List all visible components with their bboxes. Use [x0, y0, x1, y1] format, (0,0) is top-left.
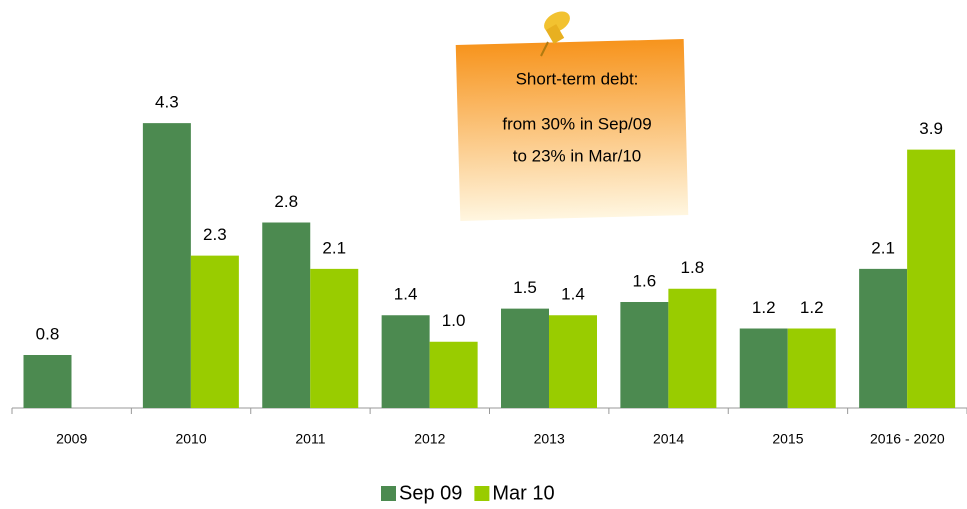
value-label: 2.1: [871, 238, 895, 257]
bar: [501, 308, 549, 408]
value-label: 1.5: [513, 278, 537, 297]
x-tick-label: 2014: [653, 431, 684, 447]
x-tick-label: 2013: [534, 431, 565, 447]
x-tick-label: 2012: [414, 431, 445, 447]
bar: [739, 328, 788, 408]
value-label: 4.3: [155, 93, 179, 112]
bar: [787, 328, 836, 408]
bar: [190, 255, 239, 408]
value-label: 2.8: [274, 192, 298, 211]
bar: [859, 268, 908, 408]
x-tick-label: 2011: [295, 431, 325, 447]
bar: [142, 123, 191, 408]
bar: [310, 268, 359, 408]
x-tick-label: 2009: [56, 431, 87, 447]
value-label: 1.2: [800, 298, 824, 317]
bar: [907, 149, 956, 408]
annotation-text: Short-term debt:: [516, 69, 639, 88]
sticky-note: [455, 39, 689, 221]
bar: [23, 355, 72, 408]
legend-label: Sep 09: [399, 482, 462, 504]
value-label: 2.3: [203, 225, 227, 244]
annotation-text: to 23% in Mar/10: [513, 146, 642, 165]
x-tick-label: 2016 - 2020: [870, 431, 945, 447]
legend-swatch: [381, 486, 396, 501]
annotation-text: from 30% in Sep/09: [502, 114, 651, 133]
pin: [540, 11, 570, 57]
value-label: 3.9: [919, 119, 943, 138]
legend-swatch: [474, 486, 490, 501]
value-label: 2.1: [322, 238, 346, 257]
value-label: 1.4: [561, 285, 585, 304]
x-tick-label: 2015: [772, 431, 803, 447]
bar: [668, 288, 717, 408]
value-label: 1.6: [633, 271, 657, 290]
value-label: 1.2: [752, 298, 776, 317]
x-tick-label: 2010: [175, 431, 206, 447]
bar: [549, 315, 597, 408]
bar: [620, 302, 669, 408]
value-label: 1.0: [442, 311, 466, 330]
bar: [429, 341, 478, 408]
note-paper: [455, 39, 689, 221]
bar: [262, 222, 311, 408]
legend-label: Mar 10: [492, 482, 554, 504]
value-label: 0.8: [36, 324, 60, 343]
bar: [381, 315, 430, 408]
value-label: 1.8: [681, 258, 705, 277]
value-label: 1.4: [394, 285, 418, 304]
